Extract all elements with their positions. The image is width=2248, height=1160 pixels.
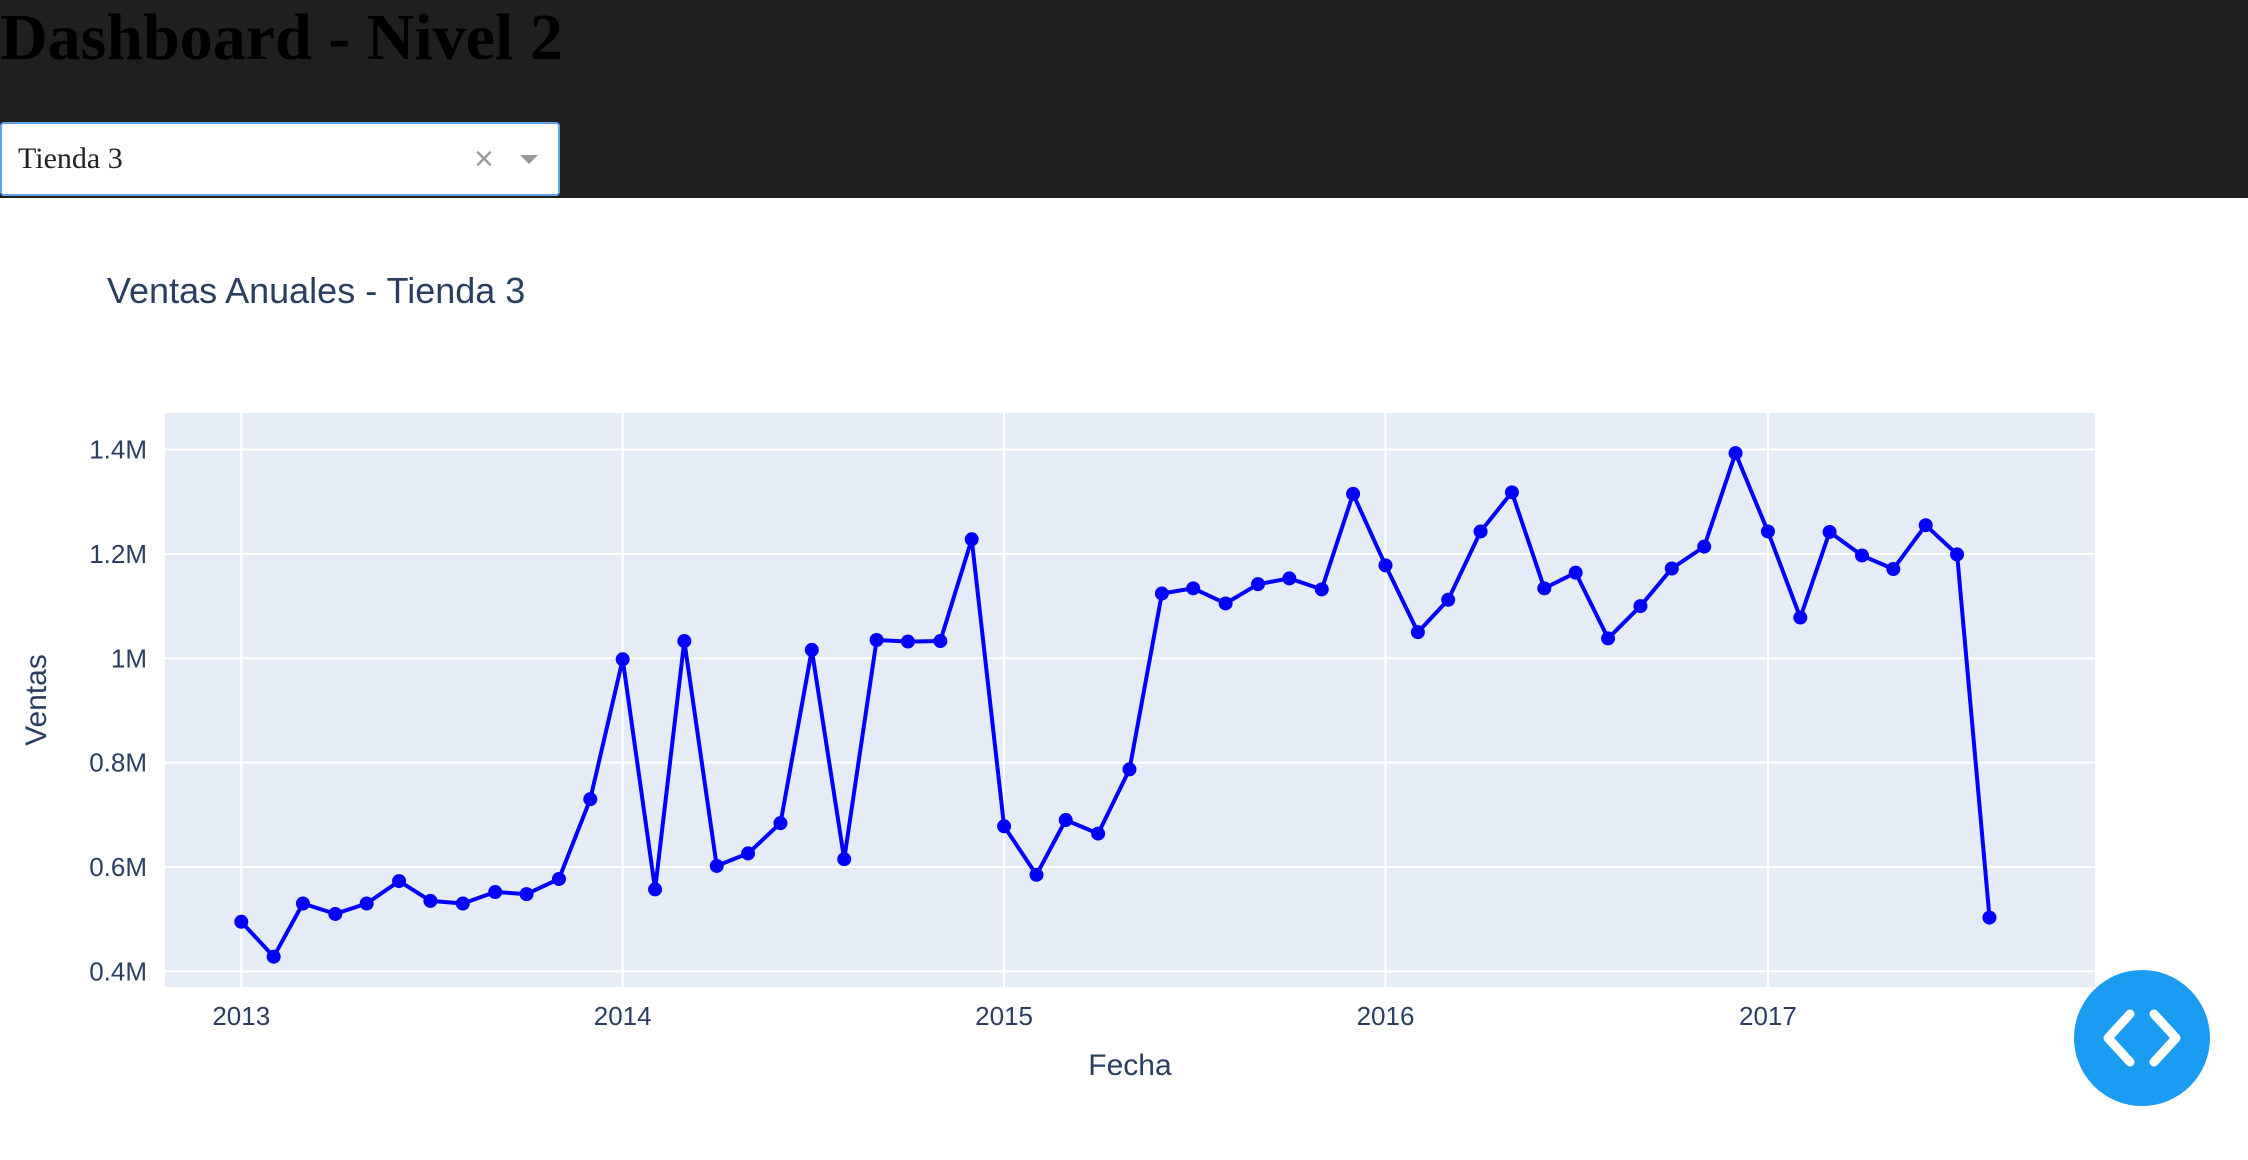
x-tick-label: 2015 (975, 1001, 1033, 1031)
data-point (1886, 562, 1901, 577)
data-point (1473, 524, 1488, 539)
data-point (1728, 446, 1743, 461)
data-point (773, 816, 788, 831)
data-point (1346, 486, 1361, 501)
header-bar: Dashboard - Nivel 2 Tienda 3 × (0, 0, 2248, 198)
data-point (234, 914, 249, 929)
data-point (1793, 610, 1808, 625)
clear-icon[interactable]: × (474, 140, 494, 178)
dropdown-selected-value: Tienda 3 (18, 142, 123, 175)
data-point (423, 893, 438, 908)
data-point (1537, 581, 1552, 596)
data-point (709, 858, 724, 873)
data-point (1504, 485, 1519, 500)
data-point (519, 887, 534, 902)
data-point (1633, 599, 1648, 614)
data-point (1410, 625, 1425, 640)
data-point (869, 632, 884, 647)
x-tick-label: 2016 (1357, 1001, 1415, 1031)
sales-series-points (234, 446, 1997, 964)
x-tick-label: 2017 (1739, 1001, 1797, 1031)
data-point (1218, 596, 1233, 611)
data-point (741, 846, 756, 861)
data-point (648, 882, 663, 897)
data-point (804, 642, 819, 657)
data-point (1601, 631, 1616, 646)
data-point (1282, 571, 1297, 586)
data-point (1568, 565, 1583, 580)
data-point (1982, 910, 1997, 925)
y-tick-label: 0.8M (89, 748, 147, 778)
data-point (488, 885, 503, 900)
data-point (455, 896, 470, 911)
data-point (964, 532, 979, 547)
data-point (1251, 577, 1266, 592)
data-point (677, 634, 692, 649)
plot-area (165, 413, 2095, 987)
data-point (933, 634, 948, 649)
data-point (1058, 813, 1073, 828)
page-title: Dashboard - Nivel 2 (0, 1, 563, 74)
data-point (1091, 826, 1106, 841)
sales-chart: Ventas Anuales - Tienda 3 0.4M 0.6M 0.8M 1M… (20, 270, 2095, 1082)
data-point (1314, 582, 1329, 597)
data-point (1854, 548, 1869, 563)
y-tick-label: 0.4M (89, 956, 147, 986)
data-point (1822, 524, 1837, 539)
data-point (359, 896, 374, 911)
data-point (837, 852, 852, 867)
data-point (295, 896, 310, 911)
data-point (1918, 518, 1933, 533)
y-tick-label: 1M (111, 643, 147, 673)
y-tick-label: 0.6M (89, 852, 147, 882)
data-point (1664, 561, 1679, 576)
x-tick-label: 2014 (594, 1001, 652, 1031)
data-point (1186, 581, 1201, 596)
y-tick-label: 1.2M (89, 539, 147, 569)
data-point (1441, 592, 1456, 607)
data-point (997, 819, 1012, 834)
x-tick-label: 2013 (212, 1001, 270, 1031)
chart-title: Ventas Anuales - Tienda 3 (107, 270, 525, 311)
data-point (1950, 547, 1965, 562)
data-point (328, 906, 343, 921)
code-icon (2103, 1009, 2181, 1067)
data-point (1154, 586, 1169, 601)
data-point (615, 652, 630, 667)
chevron-down-icon[interactable] (520, 155, 538, 164)
data-point (900, 634, 915, 649)
data-point (1378, 558, 1393, 573)
data-point (583, 792, 598, 807)
y-tick-label: 1.4M (89, 435, 147, 465)
code-toggle-button[interactable] (2074, 970, 2210, 1106)
data-point (1122, 762, 1137, 777)
data-point (1029, 867, 1044, 882)
axis-ticks: 0.4M 0.6M 0.8M 1M 1.2M 1.4M 2013 2014 2015 2016 20… (89, 435, 1797, 1031)
data-point (266, 949, 281, 964)
data-point (551, 871, 566, 886)
data-point (1760, 524, 1775, 539)
data-point (1697, 539, 1712, 554)
store-dropdown[interactable]: Tienda 3 × (0, 122, 560, 196)
x-axis-label: Fecha (1088, 1049, 1172, 1082)
data-point (392, 874, 407, 889)
y-axis-label: Ventas (20, 654, 53, 746)
